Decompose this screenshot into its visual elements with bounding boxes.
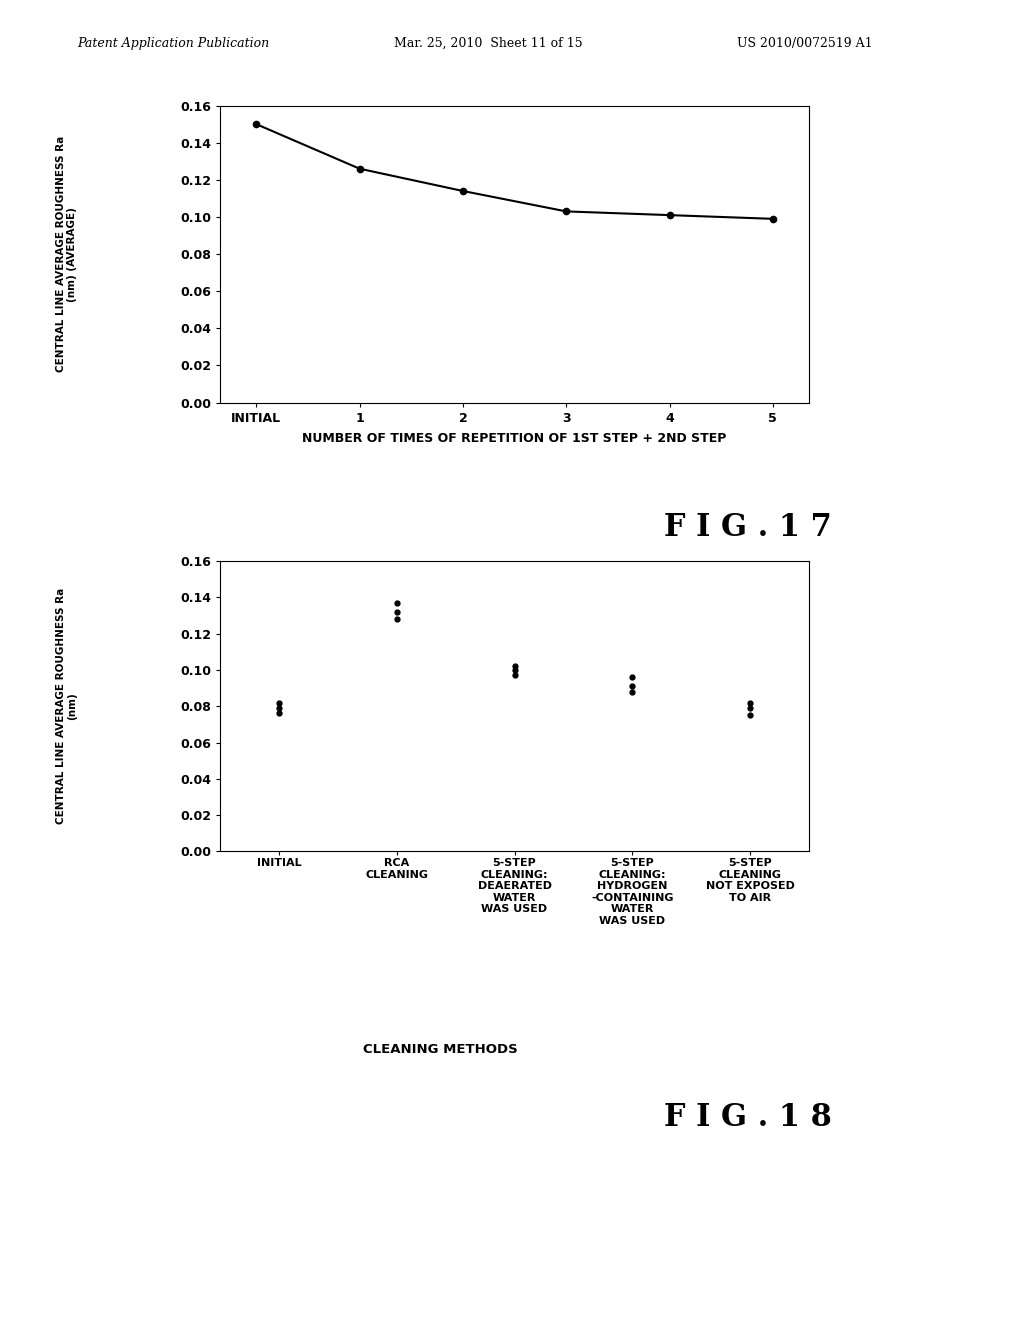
- Text: RCA
CLEANING: RCA CLEANING: [366, 858, 428, 879]
- X-axis label: NUMBER OF TIMES OF REPETITION OF 1ST STEP + 2ND STEP: NUMBER OF TIMES OF REPETITION OF 1ST STE…: [302, 432, 727, 445]
- Text: CLEANING METHODS: CLEANING METHODS: [362, 1043, 518, 1056]
- Text: F I G . 1 7: F I G . 1 7: [664, 512, 831, 544]
- Text: Mar. 25, 2010  Sheet 11 of 15: Mar. 25, 2010 Sheet 11 of 15: [394, 37, 583, 50]
- Text: CENTRAL LINE AVERAGE ROUGHNESS Ra
(nm): CENTRAL LINE AVERAGE ROUGHNESS Ra (nm): [55, 589, 78, 824]
- Text: 5-STEP
CLEANING
NOT EXPOSED
TO AIR: 5-STEP CLEANING NOT EXPOSED TO AIR: [706, 858, 795, 903]
- Text: Patent Application Publication: Patent Application Publication: [77, 37, 269, 50]
- Text: 5-STEP
CLEANING:
HYDROGEN
-CONTAINING
WATER
WAS USED: 5-STEP CLEANING: HYDROGEN -CONTAINING WA…: [591, 858, 674, 927]
- Text: INITIAL: INITIAL: [257, 858, 301, 869]
- Text: F I G . 1 8: F I G . 1 8: [664, 1102, 831, 1133]
- Text: 5-STEP
CLEANING:
DEAERATED
WATER
WAS USED: 5-STEP CLEANING: DEAERATED WATER WAS USE…: [477, 858, 552, 915]
- Text: CENTRAL LINE AVERAGE ROUGHNESS Ra
(nm) (AVERAGE): CENTRAL LINE AVERAGE ROUGHNESS Ra (nm) (…: [55, 136, 78, 372]
- Text: US 2010/0072519 A1: US 2010/0072519 A1: [737, 37, 872, 50]
